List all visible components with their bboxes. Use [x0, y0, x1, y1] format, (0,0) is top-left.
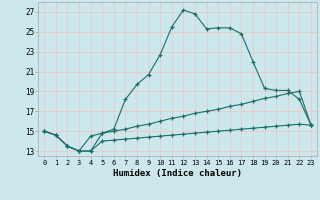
X-axis label: Humidex (Indice chaleur): Humidex (Indice chaleur) [113, 169, 242, 178]
